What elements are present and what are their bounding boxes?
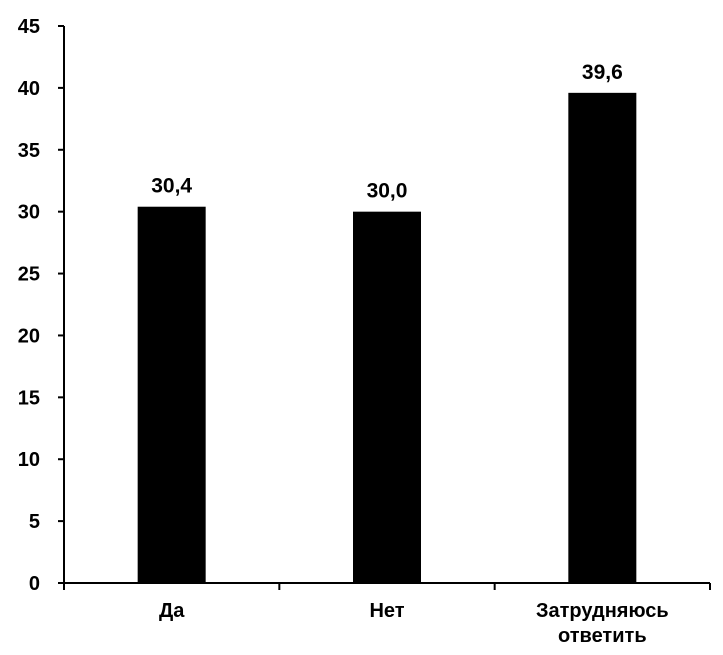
x-tick-label: Да	[159, 600, 185, 622]
y-tick-label: 45	[18, 16, 40, 38]
data-label: 30,0	[367, 180, 408, 203]
y-tick-label: 35	[18, 140, 40, 162]
bar	[568, 92, 637, 583]
data-label: 30,4	[151, 175, 192, 198]
data-label: 39,6	[582, 61, 623, 84]
x-tick-label-line: ответить	[558, 625, 647, 647]
y-axis: 0 5 10 15 20 25 30 35 40 45	[18, 16, 65, 595]
bars	[137, 92, 637, 583]
data-labels: 30,4 30,0 39,6	[151, 61, 623, 203]
y-tick-label: 0	[29, 573, 40, 595]
y-tick-label: 10	[18, 449, 40, 471]
bar	[137, 206, 206, 583]
bar	[353, 211, 421, 583]
y-tick-label: 40	[18, 78, 40, 100]
x-tick-label-line: Да	[159, 600, 185, 622]
y-tick-label: 30	[18, 202, 40, 224]
y-tick-label: 20	[18, 325, 40, 347]
y-tick-label: 15	[18, 387, 40, 409]
y-tick-label: 5	[29, 511, 40, 533]
x-tick-label: Затрудняюсь ответить	[536, 600, 669, 647]
x-tick-label-line: Нет	[369, 600, 404, 622]
x-tick-label-line: Затрудняюсь	[536, 600, 669, 622]
y-tick-label: 25	[18, 264, 40, 286]
x-tick-label: Нет	[369, 600, 404, 622]
x-axis: Да Нет Затрудняюсь ответить	[63, 582, 711, 647]
